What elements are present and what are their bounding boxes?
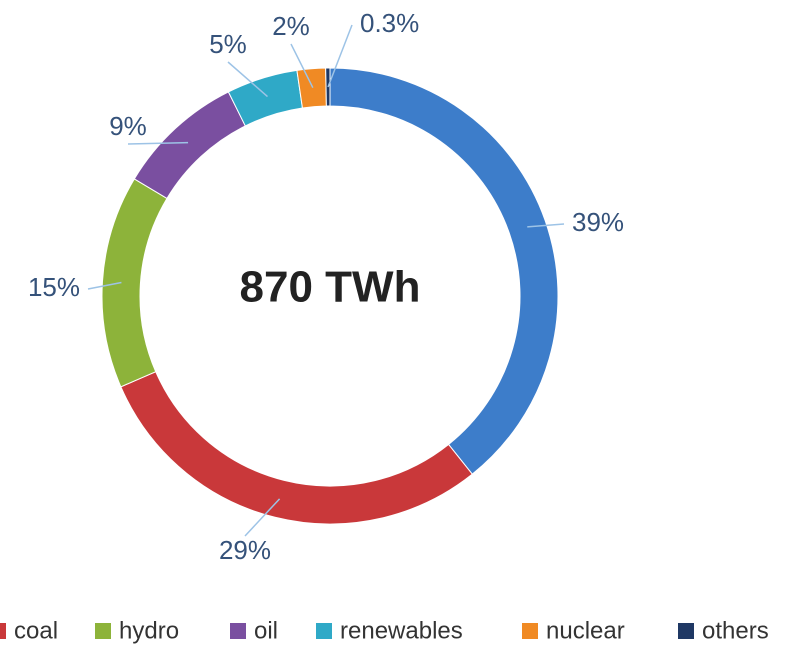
legend-label: oil — [254, 617, 278, 644]
legend-swatch — [95, 623, 111, 639]
leader-line — [327, 24, 353, 88]
legend-label: nuclear — [546, 617, 625, 644]
legend-swatch — [678, 623, 694, 639]
value-label: 0.3% — [360, 8, 419, 38]
donut-segment — [120, 371, 473, 525]
center-label: 870 TWh — [240, 263, 421, 312]
donut-segment — [325, 67, 331, 107]
value-label: 39% — [572, 207, 624, 237]
leader-line — [87, 281, 122, 290]
legend-label: renewables — [340, 617, 463, 644]
legend-swatch — [316, 623, 332, 639]
legend-swatch — [522, 623, 538, 639]
value-label: 15% — [28, 272, 80, 302]
legend-swatch — [0, 623, 6, 639]
value-label: 29% — [219, 535, 271, 565]
donut-segment — [329, 67, 559, 475]
donut-segment — [133, 91, 246, 200]
leader-line — [227, 61, 268, 98]
leader-line — [127, 141, 189, 145]
value-label: 9% — [109, 111, 147, 141]
donut-segment — [296, 67, 327, 109]
donut-segment — [101, 178, 168, 388]
value-label: 5% — [209, 29, 247, 59]
value-label: 2% — [272, 11, 310, 41]
legend-swatch — [230, 623, 246, 639]
leader-line — [527, 223, 565, 228]
leader-line — [290, 43, 314, 89]
leader-line — [244, 498, 281, 537]
legend-label: hydro — [119, 617, 179, 644]
legend-label: coal — [14, 617, 58, 644]
legend-label: others — [702, 617, 769, 644]
